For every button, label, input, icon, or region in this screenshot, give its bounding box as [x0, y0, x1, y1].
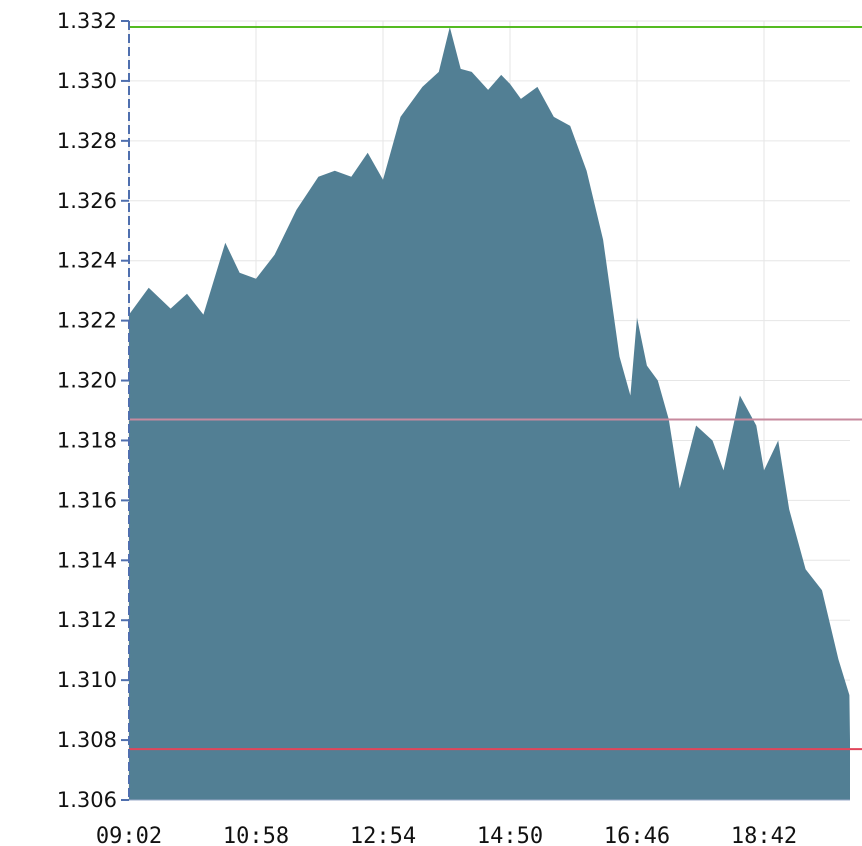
y-tick-labels: 1.332 1.330 1.328 1.326 1.324 1.322 1.320 1.318…	[57, 9, 117, 812]
x-tick-label: 09:02	[96, 824, 162, 846]
y-tick-label: 1.316	[57, 488, 117, 512]
axes	[121, 20, 850, 801]
price-area	[129, 27, 850, 800]
x-tick-label: 14:50	[477, 824, 543, 846]
y-tick-label: 1.322	[57, 309, 117, 333]
y-tick-label: 1.314	[57, 548, 117, 572]
y-tick-label: 1.308	[57, 728, 117, 752]
y-tick-label: 1.312	[57, 608, 117, 632]
y-tick-label: 1.332	[57, 9, 117, 33]
y-tick-label: 1.324	[57, 249, 117, 273]
y-tick-label: 1.328	[57, 129, 117, 153]
x-tick-label: 16:46	[604, 824, 670, 846]
reference-lines	[129, 25, 862, 751]
x-tick-label: 18:42	[731, 824, 797, 846]
y-tick-label: 1.330	[57, 69, 117, 93]
y-tick-label: 1.306	[57, 788, 117, 812]
y-tick-label: 1.318	[57, 428, 117, 452]
y-tick-label: 1.310	[57, 668, 117, 692]
x-tick-label: 10:58	[223, 824, 289, 846]
x-tick-label: 12:54	[350, 824, 416, 846]
y-tick-label: 1.320	[57, 369, 117, 393]
y-tick-label: 1.326	[57, 189, 117, 213]
